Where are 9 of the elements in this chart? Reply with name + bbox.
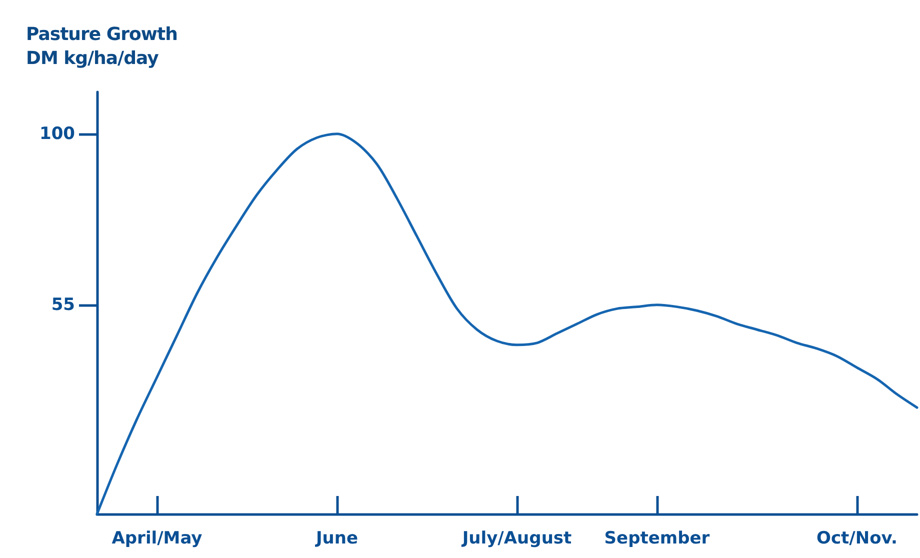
chart-title: Pasture Growth	[26, 24, 178, 45]
x-tick-label: April/May	[112, 528, 202, 548]
y-tick-label: 100	[40, 124, 76, 144]
x-tick-label: July/August	[461, 528, 572, 548]
x-tick-label: Oct/Nov.	[816, 528, 898, 548]
x-tick-label: June	[314, 528, 358, 548]
x-tick-label: September	[604, 528, 710, 548]
y-tick-label: 55	[51, 294, 75, 315]
y-axis-title: DM kg/ha/day	[26, 48, 158, 69]
